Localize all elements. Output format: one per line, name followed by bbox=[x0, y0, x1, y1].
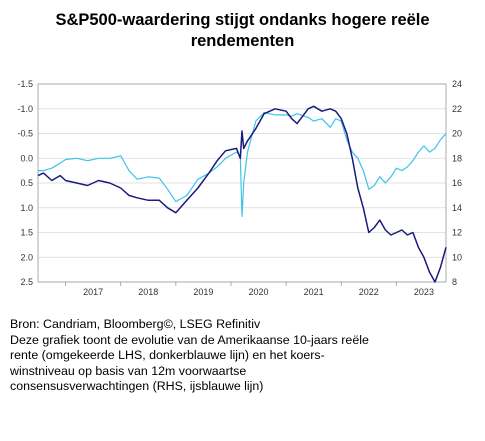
chart-caption: Bron: Candriam, Bloomberg©, LSEG Refinit… bbox=[10, 317, 480, 395]
chart-title: S&P500-waardering stijgt ondanks hogere … bbox=[0, 10, 485, 52]
x-tick-label-2: 2019 bbox=[193, 287, 213, 297]
y-left-tick-label-2: -0.5 bbox=[17, 129, 33, 139]
y-left-tick-label-3: 0.0 bbox=[20, 153, 33, 163]
y-left-tick-label-7: 2.0 bbox=[20, 252, 33, 262]
y-right-tick-label-0: 8 bbox=[452, 277, 457, 287]
chart: -1.5 -1.0 -0.5 0.0 0.5 1.0 1.5 2.0 2.5 8 10 12 14 16 1… bbox=[17, 79, 462, 297]
y-left-tick-label-4: 0.5 bbox=[20, 178, 33, 188]
y-left-tick-label-6: 1.5 bbox=[20, 228, 33, 238]
y-right-tick-label-3: 14 bbox=[452, 203, 462, 213]
pe-series-line bbox=[38, 111, 447, 217]
caption-line-4: consensusverwachtingen (RHS, ijsblauwe l… bbox=[10, 379, 264, 394]
chart-title-line-2: rendementen bbox=[190, 32, 295, 50]
y-left-tick-label-8: 2.5 bbox=[20, 277, 33, 287]
y-right-tick-label-2: 12 bbox=[452, 228, 462, 238]
chart-title-line-1: S&P500-waardering stijgt ondanks hogere … bbox=[55, 11, 430, 29]
caption-source: Bron: Candriam, Bloomberg©, LSEG Refinit… bbox=[10, 317, 261, 331]
y-left-tick-label-5: 1.0 bbox=[20, 203, 33, 213]
caption-line-1: Deze grafiek toont de evolutie van de Am… bbox=[10, 332, 369, 347]
caption-line-2: rente (omgekeerde LHS, donkerblauwe lijn… bbox=[10, 348, 325, 363]
x-tick-label-6: 2023 bbox=[414, 287, 434, 297]
y-right-tick-label-4: 16 bbox=[452, 178, 462, 188]
y-right-tick-label-7: 22 bbox=[452, 104, 462, 114]
x-tick-label-4: 2021 bbox=[304, 287, 324, 297]
y-right-tick-label-6: 20 bbox=[452, 129, 462, 139]
y-left-tick-label-1: -1.0 bbox=[17, 104, 33, 114]
x-tick-label-5: 2022 bbox=[359, 287, 379, 297]
plot-frame bbox=[37, 83, 447, 283]
x-tick-label-3: 2020 bbox=[249, 287, 269, 297]
y-right-tick-label-8: 24 bbox=[452, 79, 462, 89]
x-tick-label-1: 2018 bbox=[138, 287, 158, 297]
real-yield-series-line bbox=[37, 105, 447, 283]
y-left-tick-label-0: -1.5 bbox=[17, 79, 33, 89]
caption-line-3: winstniveau op basis van 12m voorwaartse bbox=[10, 363, 247, 378]
y-right-tick-label-5: 18 bbox=[452, 153, 462, 163]
x-tick-label-0: 2017 bbox=[83, 287, 103, 297]
y-right-tick-label-1: 10 bbox=[452, 252, 462, 262]
